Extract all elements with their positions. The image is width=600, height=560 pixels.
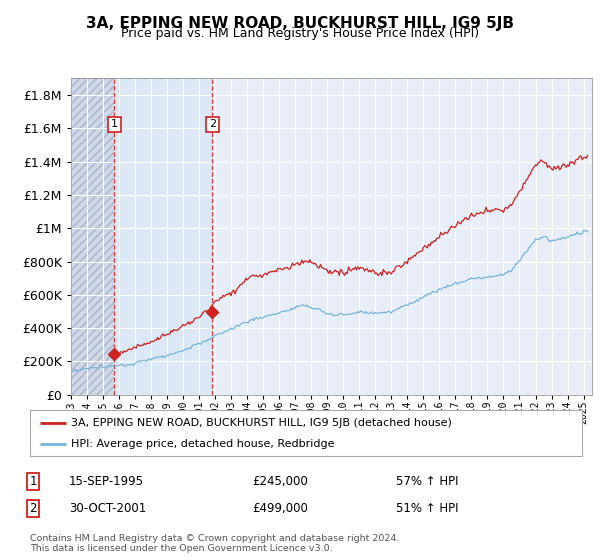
Text: 3A, EPPING NEW ROAD, BUCKHURST HILL, IG9 5JB: 3A, EPPING NEW ROAD, BUCKHURST HILL, IG9…	[86, 16, 514, 31]
Text: 1: 1	[29, 475, 37, 488]
Text: 30-OCT-2001: 30-OCT-2001	[69, 502, 146, 515]
Text: 57% ↑ HPI: 57% ↑ HPI	[396, 475, 458, 488]
Bar	[114, 78, 212, 395]
Text: 2: 2	[29, 502, 37, 515]
Text: 15-SEP-1995: 15-SEP-1995	[69, 475, 144, 488]
Text: 3A, EPPING NEW ROAD, BUCKHURST HILL, IG9 5JB (detached house): 3A, EPPING NEW ROAD, BUCKHURST HILL, IG9…	[71, 418, 452, 428]
Bar	[71, 78, 114, 395]
Text: Contains HM Land Registry data © Crown copyright and database right 2024.
This d: Contains HM Land Registry data © Crown c…	[30, 534, 400, 553]
Text: Price paid vs. HM Land Registry's House Price Index (HPI): Price paid vs. HM Land Registry's House …	[121, 27, 479, 40]
Text: 51% ↑ HPI: 51% ↑ HPI	[396, 502, 458, 515]
Text: 1: 1	[111, 119, 118, 129]
Text: £245,000: £245,000	[252, 475, 308, 488]
Text: 2: 2	[209, 119, 216, 129]
Text: HPI: Average price, detached house, Redbridge: HPI: Average price, detached house, Redb…	[71, 439, 335, 449]
Text: £499,000: £499,000	[252, 502, 308, 515]
